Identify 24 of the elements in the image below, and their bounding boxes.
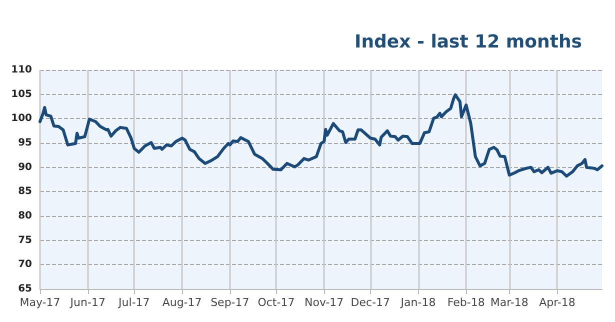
x-tick-label: Apr-18 (539, 296, 576, 309)
x-tick-label: Jan-18 (400, 296, 436, 309)
y-tick-label: 70 (18, 259, 32, 270)
y-tick-label: 80 (18, 210, 32, 222)
x-tick-label: Mar-18 (490, 296, 528, 309)
y-tick-label: 75 (18, 234, 32, 246)
x-tick-label: Feb-18 (447, 296, 485, 309)
y-tick-label: 100 (11, 113, 32, 124)
y-tick-label: 90 (18, 162, 32, 173)
x-tick-label: Dec-17 (350, 296, 390, 309)
chart-title: Index - last 12 months (354, 32, 582, 52)
y-tick-label: 85 (18, 186, 32, 198)
x-tick-label: Jun-17 (69, 296, 106, 309)
x-tick-label: Sep-17 (210, 296, 250, 309)
y-tick-label: 95 (18, 138, 32, 148)
y-tick-label: 65 (18, 284, 32, 294)
x-tick-label: Nov-17 (304, 296, 344, 309)
x-tick-label: Aug-17 (162, 296, 202, 309)
y-tick-label: 105 (11, 88, 32, 100)
y-tick-label: 110 (11, 64, 32, 76)
x-tick-label: Jul-17 (118, 296, 150, 309)
line-series (38, 93, 604, 178)
x-tick-label: Oct-17 (258, 296, 295, 309)
x-tick-label: May-17 (20, 296, 60, 309)
